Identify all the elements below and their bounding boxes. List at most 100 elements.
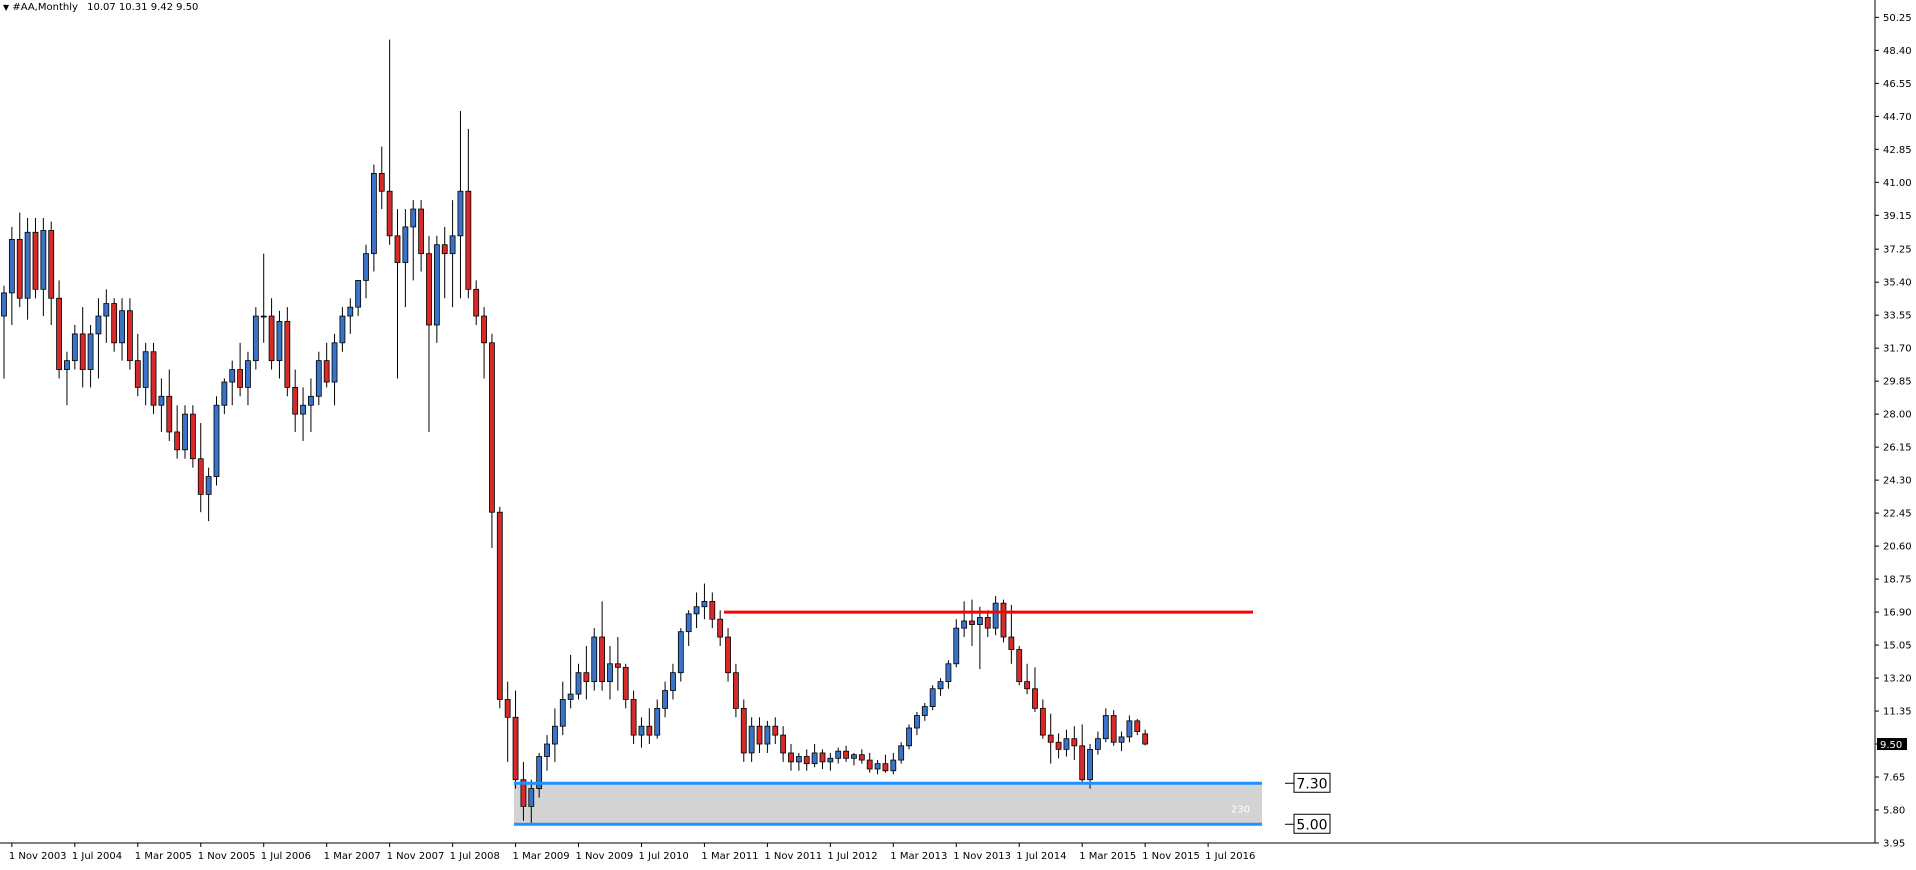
- candle-body: [237, 369, 244, 388]
- candle-body: [953, 627, 960, 665]
- candle: [300, 387, 306, 441]
- candle: [780, 726, 787, 762]
- y-tick-label: 41.00: [1883, 178, 1912, 189]
- candle: [685, 610, 692, 646]
- x-tick-label: 1 Mar 2005: [135, 851, 192, 862]
- candle-body: [733, 672, 739, 709]
- candle: [756, 717, 763, 753]
- candle-body: [811, 752, 818, 765]
- candle-body: [111, 303, 118, 344]
- candle: [229, 360, 236, 406]
- candle-body: [213, 404, 220, 477]
- candle-body: [866, 759, 873, 770]
- candle: [48, 221, 55, 325]
- candle-body: [835, 750, 842, 759]
- x-tick-label: 1 Jul 2006: [261, 851, 311, 862]
- candle: [740, 699, 747, 762]
- candle: [504, 681, 511, 762]
- y-tick-label: 7.65: [1883, 773, 1905, 784]
- candle-body: [536, 756, 543, 790]
- candles-layer: [1, 39, 1149, 825]
- candle: [150, 342, 157, 415]
- candle-body: [394, 235, 401, 263]
- candle-body: [402, 226, 409, 263]
- candle: [654, 699, 661, 739]
- candle-body: [355, 279, 362, 308]
- candle-body: [756, 725, 763, 745]
- candle-body: [292, 386, 299, 415]
- candle: [197, 423, 204, 513]
- candle: [315, 351, 322, 406]
- candle: [811, 744, 818, 768]
- candle: [536, 752, 543, 798]
- y-tick-label: 42.85: [1883, 145, 1912, 156]
- candle-body: [370, 173, 377, 255]
- candle: [929, 685, 936, 711]
- candle-body: [599, 636, 606, 683]
- candle: [827, 752, 834, 771]
- candle-body: [1032, 688, 1038, 709]
- y-tick-label: 22.45: [1883, 509, 1912, 520]
- candle: [851, 752, 857, 766]
- candle: [898, 742, 905, 764]
- candle-body: [24, 231, 31, 299]
- candle-body: [103, 303, 110, 317]
- candle-body: [709, 600, 716, 620]
- candle: [363, 244, 369, 299]
- candle: [496, 506, 503, 709]
- candle: [1024, 663, 1030, 695]
- candle: [111, 298, 118, 352]
- candle-body: [245, 360, 251, 388]
- candle-body: [630, 699, 637, 736]
- candle-body: [79, 333, 86, 370]
- candle: [56, 280, 62, 379]
- candle-body: [315, 360, 322, 397]
- candle: [221, 378, 228, 415]
- candle-body: [803, 756, 810, 765]
- candle: [1039, 699, 1046, 739]
- candle: [457, 110, 464, 299]
- ohlc-readout: 10.07 10.31 9.42 9.50: [87, 2, 199, 13]
- y-tick-label: 16.90: [1883, 608, 1912, 619]
- candle-body: [638, 725, 645, 736]
- x-tick-label: 1 Nov 2009: [576, 851, 634, 862]
- candle: [410, 200, 417, 281]
- candle: [607, 645, 613, 700]
- candle-body: [449, 235, 456, 255]
- candle: [32, 217, 39, 299]
- chart-menu-arrow-icon[interactable]: ▼: [3, 3, 10, 12]
- candle: [1079, 724, 1086, 784]
- candle: [575, 663, 582, 700]
- candle-body: [851, 754, 857, 759]
- candle-body: [1063, 738, 1070, 750]
- candle: [174, 405, 181, 459]
- candle: [276, 310, 283, 379]
- candle: [528, 779, 535, 825]
- candle: [134, 333, 141, 397]
- candle: [937, 678, 944, 696]
- candle: [331, 333, 338, 406]
- candle-body: [559, 699, 566, 727]
- candle: [591, 628, 598, 691]
- y-tick-label: 46.55: [1883, 79, 1912, 90]
- candle-body: [40, 230, 47, 290]
- candle: [819, 749, 826, 769]
- candle-body: [583, 672, 590, 683]
- candle-body: [969, 620, 975, 625]
- candle-body: [921, 706, 928, 716]
- candle: [465, 128, 472, 299]
- candle-body: [1118, 736, 1125, 743]
- candle: [906, 724, 912, 750]
- y-tick-label: 18.75: [1883, 575, 1912, 586]
- candle: [237, 342, 244, 397]
- candle-body: [174, 431, 181, 451]
- candle: [87, 324, 94, 388]
- candle: [1071, 726, 1078, 761]
- candle: [984, 610, 991, 638]
- candle: [567, 654, 574, 709]
- x-tick-label: 1 Mar 2011: [701, 851, 758, 862]
- candle: [1055, 733, 1062, 759]
- x-tick-label: 1 Jul 2014: [1016, 851, 1066, 862]
- candle-body: [48, 230, 55, 299]
